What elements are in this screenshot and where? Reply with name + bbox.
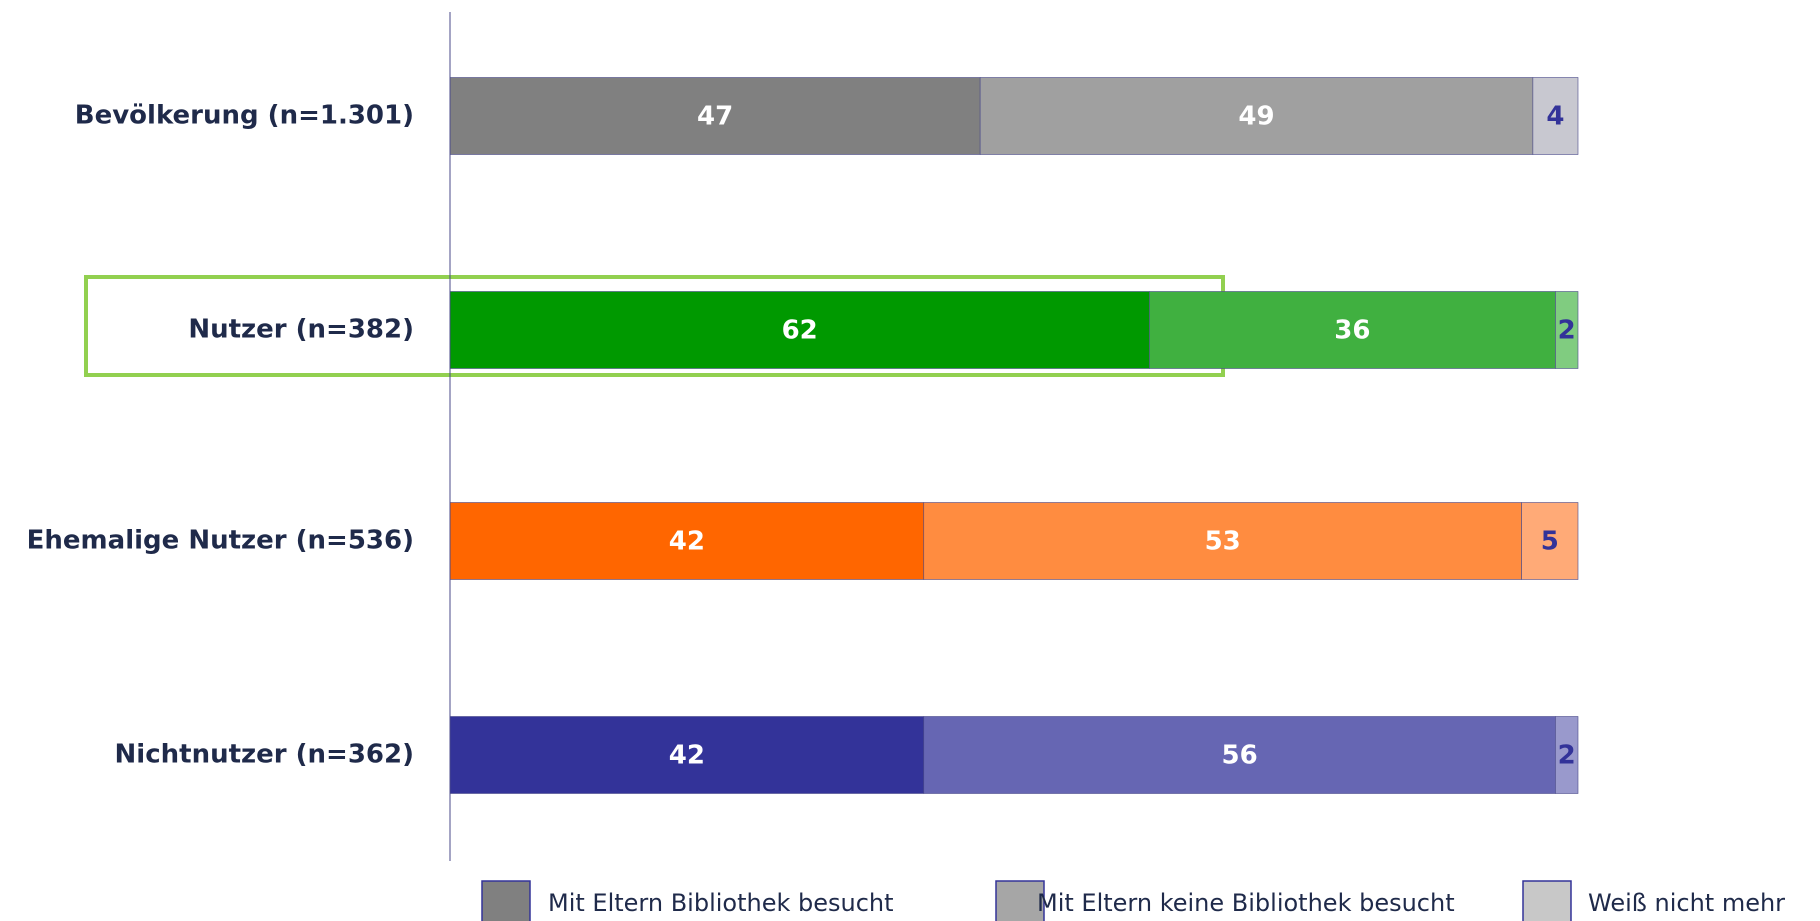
- value-label: 36: [1334, 316, 1370, 346]
- bar-segment: [449, 502, 925, 580]
- bar-segment: [923, 502, 1522, 580]
- bar-segment: [979, 77, 1534, 155]
- value-label: 56: [1222, 741, 1258, 771]
- value-label: 4: [1546, 102, 1564, 132]
- legend-swatch: [481, 880, 531, 921]
- value-label: 49: [1238, 102, 1274, 132]
- value-label: 2: [1558, 741, 1576, 771]
- legend-swatch: [995, 880, 1045, 921]
- bar-segment: [449, 77, 981, 155]
- value-label: 53: [1205, 527, 1241, 557]
- legend-label: Weiß nicht mehr: [1588, 889, 1785, 917]
- value-label: 42: [669, 527, 705, 557]
- legend-label: Mit Eltern Bibliothek besucht: [548, 889, 894, 917]
- bar-segment: [1521, 502, 1579, 580]
- value-label: 2: [1558, 316, 1576, 346]
- category-label: Ehemalige Nutzer (n=536): [27, 526, 414, 556]
- legend-swatch: [1522, 880, 1572, 921]
- bar-segment: [1555, 291, 1579, 369]
- legend-label: Mit Eltern keine Bibliothek besucht: [1037, 889, 1455, 917]
- bar-segment: [1555, 716, 1579, 794]
- category-label: Nichtnutzer (n=362): [115, 740, 414, 770]
- bar-segment: [449, 716, 925, 794]
- value-label: 5: [1541, 527, 1559, 557]
- bar-segment: [1149, 291, 1556, 369]
- value-label: 42: [669, 741, 705, 771]
- bar-segment: [1532, 77, 1579, 155]
- category-label: Nutzer (n=382): [188, 315, 414, 345]
- category-label: Bevölkerung (n=1.301): [75, 101, 414, 131]
- value-label: 47: [697, 102, 733, 132]
- value-label: 62: [782, 316, 818, 346]
